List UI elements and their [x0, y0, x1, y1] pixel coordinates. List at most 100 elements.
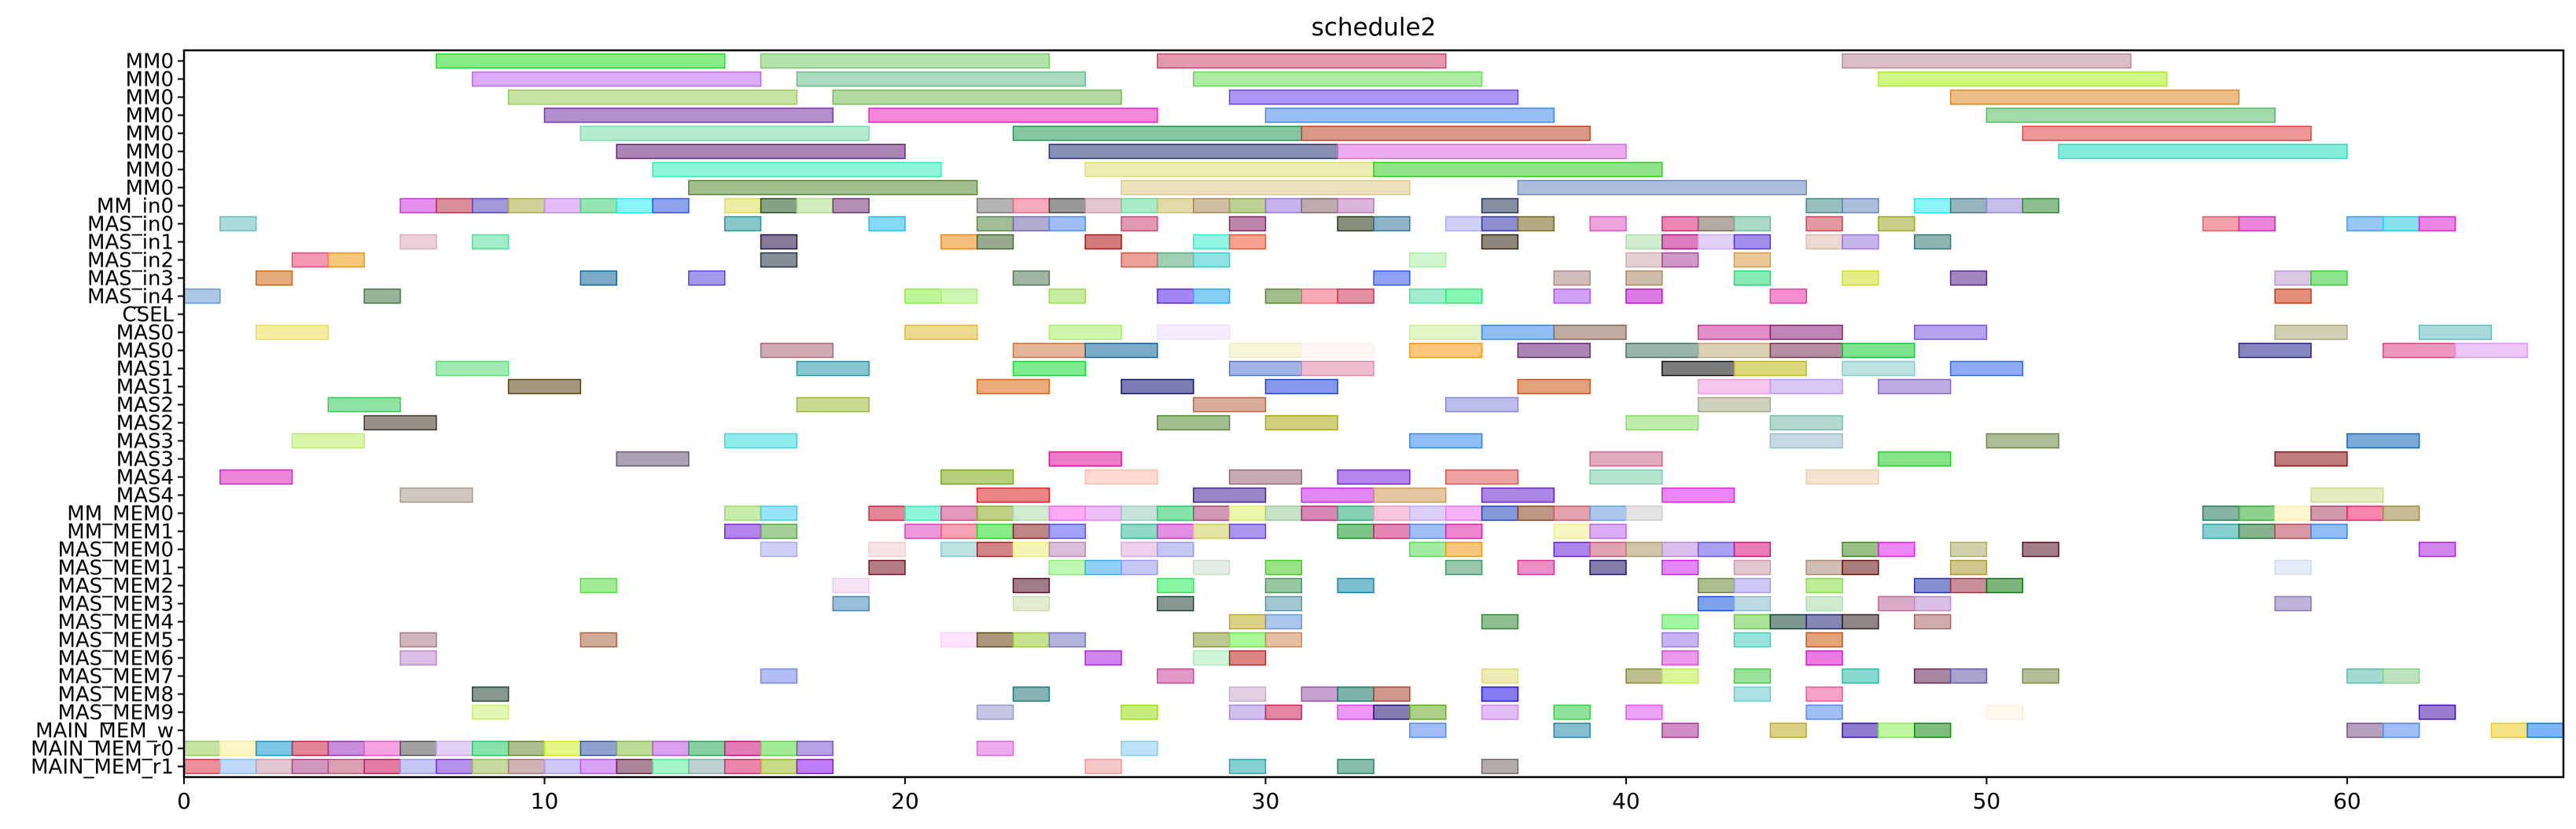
task-bar	[1373, 161, 1663, 178]
task-bar	[1589, 559, 1627, 576]
task-bar	[1697, 595, 1735, 612]
task-bar	[1949, 197, 1988, 214]
task-bar	[183, 288, 221, 304]
task-bar	[507, 378, 582, 395]
task-bar	[1048, 216, 1086, 232]
task-bar	[1625, 505, 1663, 521]
task-bar	[1337, 143, 1627, 160]
task-bar	[1878, 595, 1915, 612]
task-bar	[1553, 722, 1591, 739]
task-bar	[1084, 161, 1374, 178]
task-bar	[2526, 722, 2564, 739]
task-bar	[652, 161, 942, 178]
task-bar	[1733, 613, 1772, 630]
task-bar	[1264, 595, 1303, 612]
task-bar	[1662, 668, 1699, 684]
task-bar	[1842, 668, 1879, 684]
task-bar	[2346, 668, 2384, 684]
task-bar	[688, 758, 726, 775]
task-bar	[1228, 360, 1303, 377]
row-labels: MM0MM0MM0MM0MM0MM0MM0MM0MM_in0MAS_in0MAS…	[31, 50, 184, 779]
task-bar	[1589, 469, 1663, 485]
task-bar	[1121, 559, 1158, 576]
task-bar	[616, 758, 653, 775]
task-bar	[1337, 197, 1374, 214]
task-bar	[1589, 451, 1663, 467]
y-tick-label: MAS1	[116, 376, 174, 400]
task-bar	[1264, 197, 1303, 214]
y-tick-label: MAS_MEM4	[57, 611, 174, 635]
task-bar	[183, 740, 221, 757]
task-bar	[1048, 505, 1086, 521]
task-bar	[1157, 523, 1194, 540]
task-bar	[1301, 342, 1374, 359]
y-tick-label: MAS_MEM2	[57, 575, 174, 599]
task-bar	[1444, 469, 1519, 485]
task-bar	[2383, 722, 2420, 739]
task-bar	[1337, 505, 1374, 521]
task-bar	[976, 523, 1014, 540]
task-bar	[796, 360, 870, 377]
task-bar	[796, 758, 834, 775]
task-bar	[1228, 650, 1267, 666]
task-bar	[1121, 197, 1158, 214]
task-bar	[760, 740, 798, 757]
y-tick-label: MAS3	[116, 430, 174, 454]
task-bar	[796, 396, 870, 413]
task-bar	[1985, 197, 2024, 214]
y-tick-label: MAS1	[116, 358, 174, 381]
task-bar	[1553, 541, 1591, 558]
y-tick-label: MM0	[126, 141, 174, 164]
task-bar	[1409, 433, 1483, 449]
y-tick-label: MM_MEM0	[67, 503, 174, 526]
task-bar	[760, 668, 798, 684]
task-bar	[1264, 632, 1303, 648]
task-bar	[1913, 197, 1952, 214]
task-bar	[796, 71, 1086, 87]
task-bar	[1662, 541, 1699, 558]
y-tick-label: MAS4	[116, 485, 174, 508]
task-bar	[1012, 125, 1303, 142]
task-bar	[2346, 433, 2420, 449]
task-bar	[1517, 505, 1555, 521]
task-bar	[1337, 469, 1411, 485]
task-bar	[1481, 197, 1519, 214]
task-bar	[1697, 324, 1772, 341]
y-tick-label: MM0	[126, 123, 174, 146]
task-bar	[1373, 505, 1411, 521]
task-bar	[940, 469, 1014, 485]
task-bar	[1301, 686, 1338, 702]
task-bar	[976, 632, 1014, 648]
task-bar	[1733, 360, 1807, 377]
task-bar	[1769, 722, 1807, 739]
task-bar	[2310, 270, 2348, 286]
task-bar	[2022, 197, 2059, 214]
task-bar	[1048, 143, 1338, 160]
task-bar	[1842, 722, 1879, 739]
task-bar	[2202, 505, 2240, 521]
task-bar	[2022, 668, 2059, 684]
task-bar	[1121, 740, 1158, 757]
task-bar	[1769, 613, 1807, 630]
task-bar	[1662, 487, 1735, 503]
task-bar	[1157, 541, 1194, 558]
task-bar	[940, 541, 978, 558]
task-bar	[2274, 559, 2312, 576]
task-bar	[1121, 179, 1411, 196]
task-bar	[1048, 288, 1086, 304]
task-bar	[1589, 216, 1627, 232]
task-bar	[1264, 378, 1338, 395]
task-bar	[1121, 252, 1158, 268]
task-bar	[1662, 559, 1699, 576]
task-bar	[1481, 704, 1519, 720]
task-bar	[219, 469, 293, 485]
task-bar	[1012, 632, 1051, 648]
task-bar	[580, 270, 617, 286]
task-bar	[1985, 433, 2059, 449]
task-bar	[904, 523, 942, 540]
task-bar	[976, 487, 1051, 503]
task-bar	[1228, 469, 1303, 485]
task-bar	[2310, 487, 2384, 503]
task-bar	[507, 740, 546, 757]
task-bar	[436, 197, 473, 214]
